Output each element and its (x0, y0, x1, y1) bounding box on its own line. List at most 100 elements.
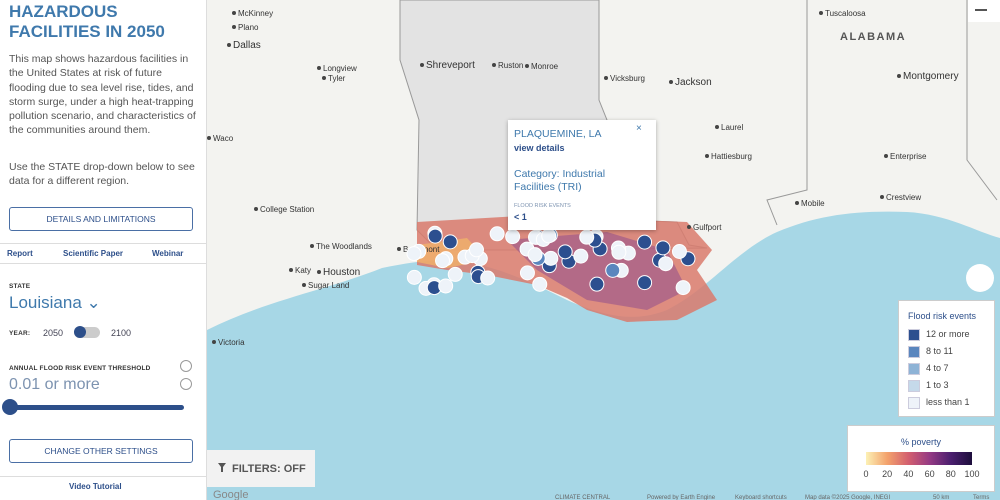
facility-marker[interactable] (447, 266, 463, 282)
details-button[interactable]: DETAILS AND LIMITATIONS (9, 207, 193, 231)
facility-marker[interactable] (468, 242, 484, 258)
city-label: Sugar Land (308, 281, 349, 290)
city-label: Crestview (886, 193, 921, 202)
facility-marker[interactable] (605, 262, 621, 278)
facility-marker[interactable] (611, 244, 627, 260)
facility-marker[interactable] (579, 229, 595, 245)
legend-swatch (908, 346, 920, 358)
facility-marker[interactable] (637, 234, 653, 250)
close-button[interactable]: × (636, 123, 642, 134)
city-dot (492, 63, 496, 67)
city-dot (317, 66, 321, 70)
city-label: Shreveport (426, 60, 475, 71)
flood-legend: Flood risk events 12 or more 8 to 11 4 to … (898, 300, 995, 417)
legend-tick-label: 20 (882, 469, 893, 479)
legend-tick-label: 40 (903, 469, 914, 479)
city-dot (819, 11, 823, 15)
state-dropdown[interactable]: Louisiana ⌄ (9, 293, 101, 312)
legend-label: less than 1 (926, 397, 970, 407)
facility-marker[interactable] (505, 229, 521, 245)
popup-flood-value: < 1 (514, 212, 527, 222)
city-dot (322, 76, 326, 80)
city-label: Dallas (233, 40, 261, 51)
facility-marker[interactable] (406, 269, 422, 285)
popup-category: Category: Industrial Facilities (TRI) (514, 168, 606, 193)
facility-marker[interactable] (541, 228, 557, 244)
city-label: Vicksburg (610, 74, 645, 83)
city-label: The Woodlands (316, 242, 372, 251)
city-label: McKinney (238, 9, 273, 18)
city-dot (795, 201, 799, 205)
year-label: YEAR: (9, 330, 31, 337)
slider-handle[interactable] (2, 399, 18, 415)
settings-button[interactable]: CHANGE OTHER SETTINGS (9, 439, 193, 463)
facility-marker[interactable] (489, 226, 505, 242)
facility-marker[interactable] (671, 243, 687, 259)
video-link[interactable]: Video Tutorial (69, 482, 122, 491)
state-label: ALABAMA (840, 31, 906, 43)
city-label: Houston (323, 267, 360, 278)
city-dot (302, 283, 306, 287)
year-option[interactable]: 2050 (43, 328, 64, 338)
city-dot (687, 225, 691, 229)
facility-marker[interactable] (438, 278, 454, 294)
city-label: Hattiesburg (711, 152, 752, 161)
facility-marker[interactable] (573, 248, 589, 264)
city-label: Waco (213, 134, 234, 143)
facility-marker[interactable] (519, 265, 535, 281)
popup-flood-label: FLOOD RISK EVENTS (514, 203, 571, 209)
facility-marker[interactable] (637, 275, 653, 291)
city-label: Laurel (721, 123, 743, 132)
threshold-slider[interactable] (9, 405, 184, 410)
year-option[interactable]: 2100 (111, 328, 132, 338)
facility-marker[interactable] (480, 270, 496, 286)
city-dot (715, 125, 719, 129)
city-dot (669, 80, 673, 84)
city-label: Monroe (531, 62, 559, 71)
facility-marker[interactable] (655, 240, 671, 256)
city-dot (289, 268, 293, 272)
legend-tick-label: 0 (863, 469, 869, 479)
filters-button[interactable] (207, 450, 315, 487)
facility-marker[interactable] (406, 246, 422, 262)
legend-label: 1 to 3 (926, 380, 949, 390)
link[interactable]: Webinar (152, 249, 184, 258)
facility-marker[interactable] (442, 234, 458, 250)
city-label: Jackson (675, 77, 712, 88)
facility-marker[interactable] (589, 276, 605, 292)
google-logo: Google (213, 489, 248, 500)
color-ramp (866, 452, 972, 465)
poverty-legend: % poverty 0 20 40 60 80 100 (847, 425, 995, 492)
city-dot (397, 247, 401, 251)
attribution: Terms (973, 495, 989, 500)
facility-marker[interactable] (658, 256, 674, 272)
legend-label: 8 to 11 (926, 346, 953, 356)
city-label: Katy (295, 266, 311, 275)
filters-label: FILTERS: OFF (232, 463, 306, 475)
facility-marker[interactable] (557, 244, 573, 260)
popup-link[interactable]: view details (514, 143, 565, 153)
instruction: Use the STATE drop-down below to see dat… (9, 161, 195, 188)
legend-title: Flood risk events (908, 311, 977, 321)
facility-marker[interactable] (427, 228, 443, 244)
attribution: Keyboard shortcuts (735, 495, 787, 500)
facility-marker[interactable] (527, 247, 543, 263)
facility-marker[interactable] (543, 250, 559, 266)
description: This map shows hazardous facilities in t… (9, 53, 196, 137)
facility-marker[interactable] (435, 253, 451, 269)
legend-tick-label: 100 (964, 469, 980, 479)
fullscreen-button[interactable] (966, 264, 994, 292)
city-label: Tyler (328, 74, 346, 83)
facility-marker[interactable] (675, 280, 691, 296)
year-toggle[interactable] (74, 326, 100, 338)
link[interactable]: Report (7, 249, 33, 258)
link[interactable]: Scientific Paper (63, 249, 124, 258)
legend-title: % poverty (900, 437, 942, 447)
threshold-value: 0.01 or more (9, 376, 100, 393)
city-dot (604, 76, 608, 80)
city-dot (880, 195, 884, 199)
city-dot (317, 270, 321, 274)
city-label: Tuscaloosa (825, 9, 866, 18)
facility-marker[interactable] (532, 276, 548, 292)
